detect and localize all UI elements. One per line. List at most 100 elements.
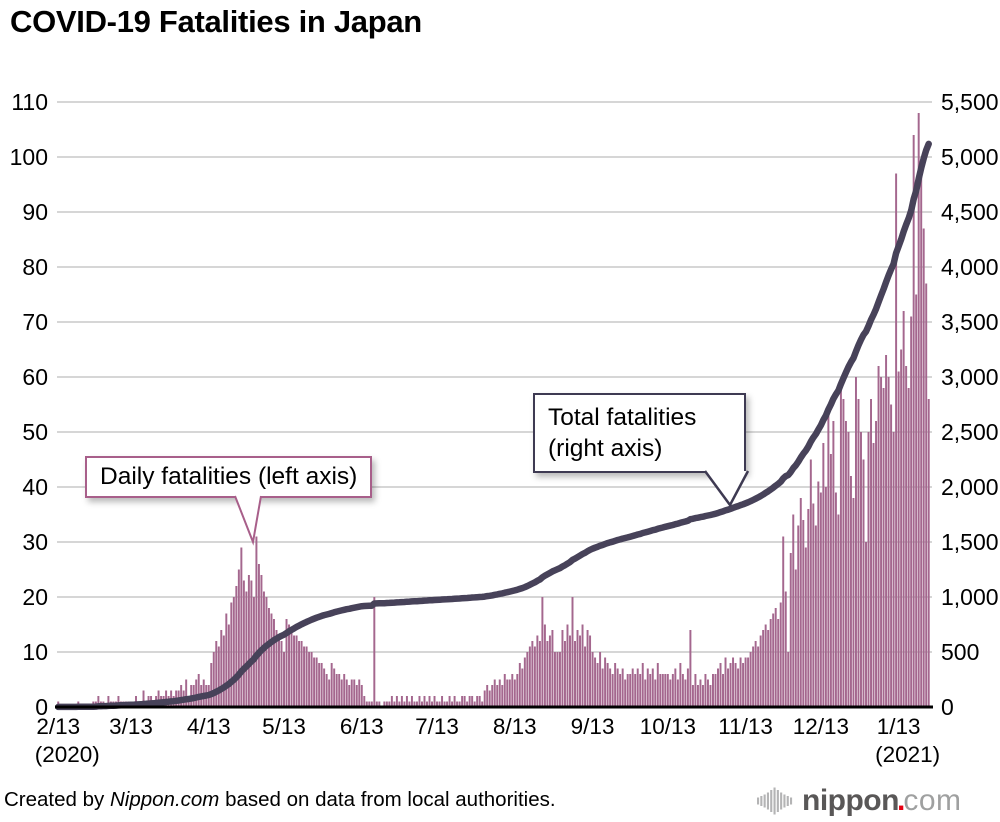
daily-bar — [842, 399, 845, 707]
y-axis-right-label: 4,500 — [941, 199, 999, 225]
daily-bar — [807, 509, 810, 707]
y-axis-left-label: 20 — [22, 584, 48, 610]
daily-bar — [561, 630, 564, 707]
daily-bar — [255, 536, 258, 707]
logo-text: nippon.com — [802, 784, 962, 818]
daily-bar — [674, 668, 677, 707]
daily-bar — [744, 657, 747, 707]
daily-bar — [212, 652, 215, 707]
daily-bar — [651, 668, 654, 707]
daily-bar — [242, 580, 245, 707]
daily-bar — [230, 602, 233, 707]
y-axis-right-label: 500 — [941, 639, 980, 665]
daily-bar — [471, 696, 474, 707]
daily-bar — [368, 701, 371, 707]
daily-bar — [910, 316, 913, 707]
daily-bar — [197, 674, 200, 707]
daily-bar — [905, 366, 908, 707]
daily-bar — [528, 646, 531, 707]
logo-word: nippon — [802, 784, 899, 817]
daily-bar — [410, 696, 413, 707]
daily-bar — [257, 564, 260, 707]
daily-bar — [802, 520, 805, 707]
annotation-daily-text: Daily fatalities (left axis) — [100, 463, 358, 490]
daily-bar — [415, 701, 418, 707]
daily-bar — [847, 432, 850, 707]
daily-bar — [421, 701, 423, 707]
daily-bar — [579, 635, 581, 707]
daily-bar — [483, 690, 486, 707]
daily-bar — [338, 674, 341, 707]
daily-bar — [488, 690, 491, 707]
daily-bar — [661, 674, 664, 707]
daily-bar — [631, 668, 634, 707]
daily-bar — [431, 701, 433, 707]
daily-bar — [794, 569, 797, 707]
logo-dot: . — [896, 784, 906, 817]
daily-bar — [704, 674, 707, 707]
daily-bar — [461, 696, 464, 707]
daily-bar — [624, 679, 627, 707]
daily-bar — [335, 674, 338, 707]
daily-bar — [860, 432, 862, 707]
daily-bar — [616, 668, 619, 707]
daily-bar — [536, 635, 539, 707]
soundwave-bar — [786, 796, 789, 806]
daily-bar — [463, 696, 466, 707]
daily-bar — [265, 597, 268, 707]
daily-bar — [629, 674, 632, 707]
daily-bar — [288, 624, 290, 707]
daily-bar — [373, 597, 376, 707]
daily-bar — [543, 624, 546, 707]
daily-bar — [574, 641, 576, 707]
daily-bar — [563, 641, 566, 707]
credit-suffix: based on data from local authorities. — [219, 788, 556, 811]
y-axis-right-label: 2,000 — [941, 474, 999, 500]
x-axis-label: 2/13 — [36, 714, 81, 739]
daily-bar — [511, 674, 514, 707]
daily-bar — [360, 685, 363, 707]
daily-bar — [732, 657, 735, 707]
daily-bar — [217, 646, 220, 707]
daily-bar — [350, 679, 353, 707]
daily-bar — [644, 679, 647, 707]
daily-bar — [325, 674, 328, 707]
y-axis-left-label: 90 — [22, 199, 48, 225]
daily-bar — [448, 696, 451, 707]
daily-bar — [343, 674, 346, 707]
x-axis-label: 1/13 — [876, 714, 921, 739]
daily-bar — [619, 674, 622, 707]
daily-bar — [523, 657, 526, 707]
daily-bar — [300, 641, 303, 707]
daily-bar — [323, 668, 326, 707]
daily-bar — [767, 630, 770, 707]
annotation-total-fatalities: Total fatalities (right axis) — [533, 393, 746, 473]
y-axis-left-label: 30 — [22, 529, 48, 555]
daily-bar — [227, 624, 230, 707]
daily-bar — [639, 674, 642, 707]
annotation-daily-pointer — [234, 495, 262, 546]
soundwave-bar — [783, 794, 786, 808]
daily-bar — [834, 492, 837, 707]
daily-bar — [518, 663, 521, 707]
daily-bar — [912, 135, 915, 707]
daily-bar — [925, 283, 928, 707]
daily-bar — [779, 602, 782, 707]
daily-bar — [812, 503, 815, 707]
daily-bar — [303, 646, 306, 707]
daily-bar — [553, 652, 556, 707]
daily-bar — [250, 580, 253, 707]
daily-bar — [280, 641, 283, 707]
daily-bar — [747, 657, 750, 707]
daily-bar — [310, 652, 313, 707]
daily-bar — [541, 597, 544, 707]
daily-bar — [772, 613, 775, 707]
y-axis-right-label: 3,500 — [941, 309, 999, 335]
daily-bar — [599, 652, 602, 707]
daily-bar — [466, 701, 469, 707]
daily-bar — [315, 657, 318, 707]
daily-bar — [679, 663, 682, 707]
daily-bar — [245, 591, 248, 707]
daily-bar — [468, 696, 471, 707]
